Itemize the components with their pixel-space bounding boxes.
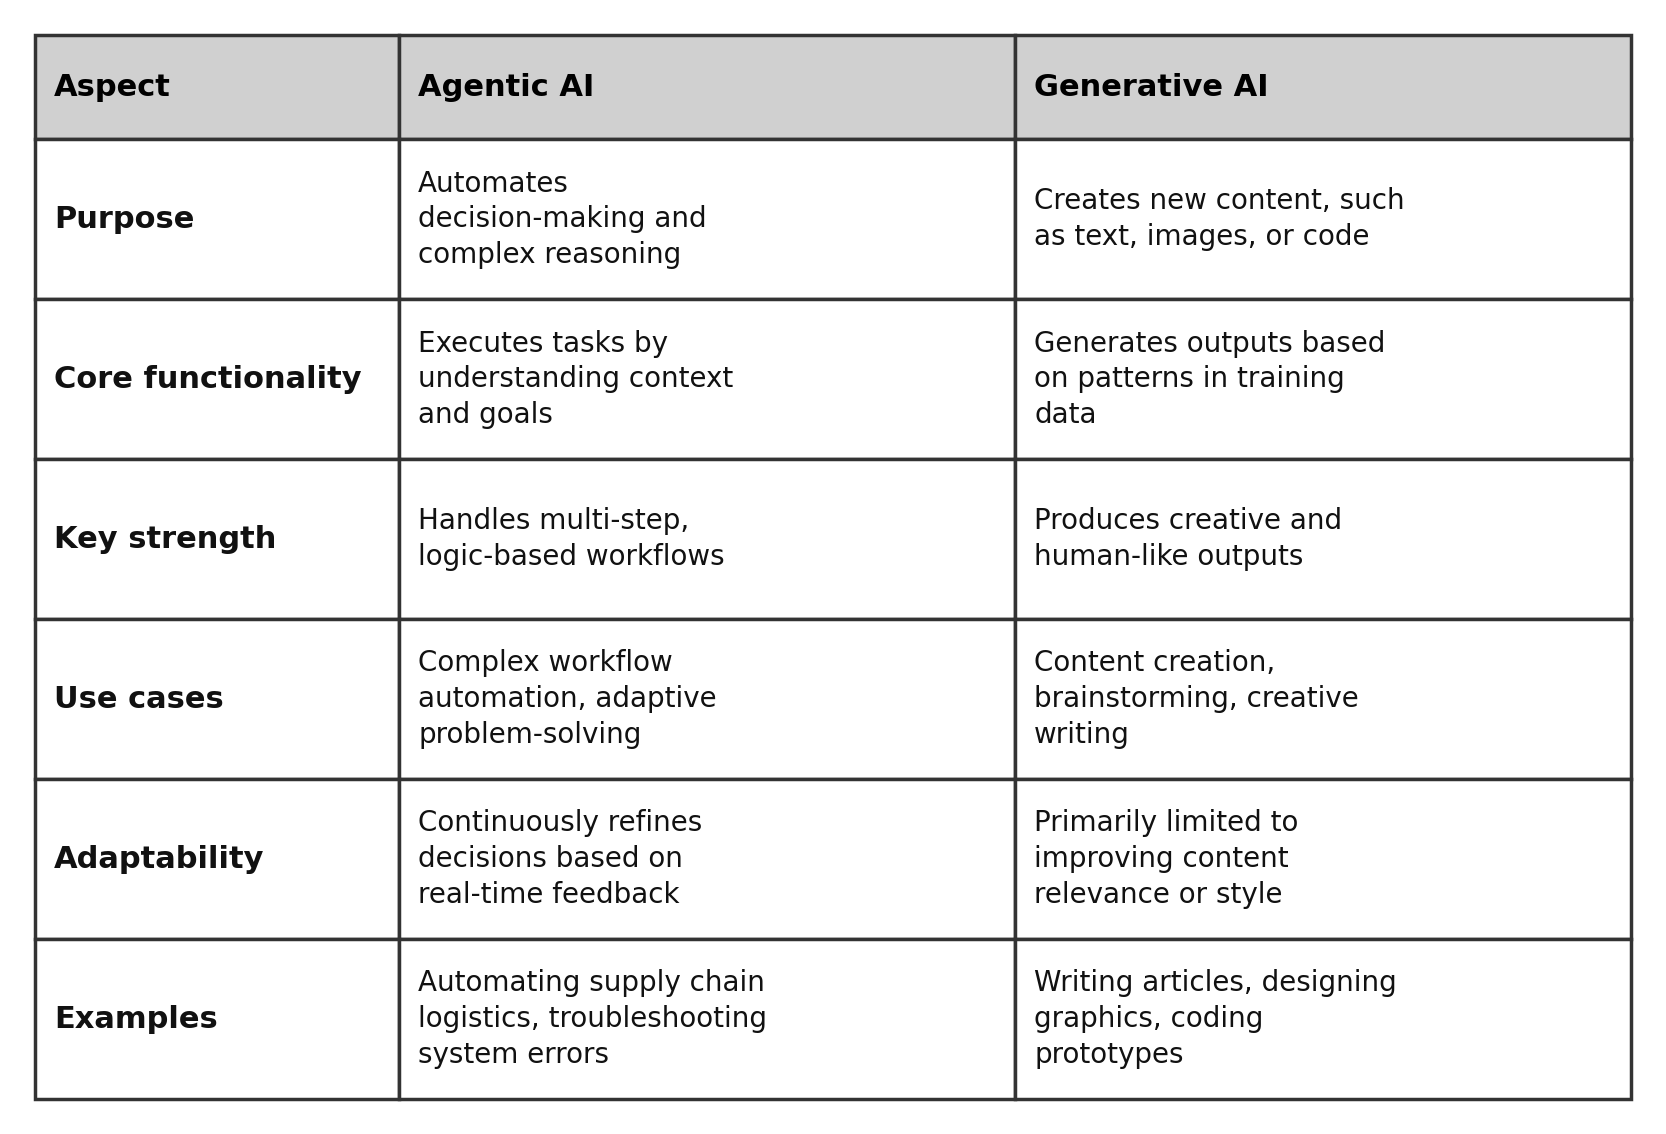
Text: Continuously refines
decisions based on
real-time feedback: Continuously refines decisions based on … bbox=[418, 810, 703, 908]
Bar bbox=[35, 35, 398, 139]
Bar bbox=[1015, 459, 1631, 619]
Bar bbox=[35, 459, 398, 619]
Text: Executes tasks by
understanding context
and goals: Executes tasks by understanding context … bbox=[418, 330, 733, 429]
Bar bbox=[35, 939, 398, 1099]
Text: Handles multi-step,
logic-based workflows: Handles multi-step, logic-based workflow… bbox=[418, 507, 725, 572]
Text: Key strength: Key strength bbox=[55, 525, 277, 553]
Bar bbox=[1015, 939, 1631, 1099]
Bar bbox=[398, 459, 1015, 619]
Bar bbox=[35, 619, 398, 779]
Bar bbox=[1015, 139, 1631, 299]
Text: Produces creative and
human-like outputs: Produces creative and human-like outputs bbox=[1035, 507, 1343, 572]
Bar bbox=[35, 139, 398, 299]
Bar bbox=[398, 299, 1015, 459]
Text: Primarily limited to
improving content
relevance or style: Primarily limited to improving content r… bbox=[1035, 810, 1298, 908]
Text: Core functionality: Core functionality bbox=[55, 365, 362, 393]
Text: Purpose: Purpose bbox=[55, 205, 195, 234]
Bar bbox=[398, 779, 1015, 939]
Text: Aspect: Aspect bbox=[55, 73, 172, 102]
Text: Automates
decision-making and
complex reasoning: Automates decision-making and complex re… bbox=[418, 170, 706, 269]
Bar bbox=[1015, 619, 1631, 779]
Bar bbox=[398, 139, 1015, 299]
Text: Writing articles, designing
graphics, coding
prototypes: Writing articles, designing graphics, co… bbox=[1035, 970, 1396, 1068]
Text: Complex workflow
automation, adaptive
problem-solving: Complex workflow automation, adaptive pr… bbox=[418, 650, 716, 748]
Text: Generative AI: Generative AI bbox=[1035, 73, 1269, 102]
Text: Examples: Examples bbox=[55, 1005, 218, 1033]
Bar bbox=[1015, 35, 1631, 139]
Bar bbox=[398, 35, 1015, 139]
Bar bbox=[35, 779, 398, 939]
Bar bbox=[398, 619, 1015, 779]
Bar bbox=[1015, 779, 1631, 939]
Bar bbox=[398, 939, 1015, 1099]
Bar bbox=[1015, 299, 1631, 459]
Text: Content creation,
brainstorming, creative
writing: Content creation, brainstorming, creativ… bbox=[1035, 650, 1359, 748]
Text: Creates new content, such
as text, images, or code: Creates new content, such as text, image… bbox=[1035, 187, 1404, 251]
Text: Generates outputs based
on patterns in training
data: Generates outputs based on patterns in t… bbox=[1035, 330, 1386, 429]
Text: Automating supply chain
logistics, troubleshooting
system errors: Automating supply chain logistics, troub… bbox=[418, 970, 766, 1068]
Bar bbox=[35, 299, 398, 459]
Text: Use cases: Use cases bbox=[55, 685, 223, 713]
Text: Adaptability: Adaptability bbox=[55, 845, 265, 873]
Text: Agentic AI: Agentic AI bbox=[418, 73, 595, 102]
